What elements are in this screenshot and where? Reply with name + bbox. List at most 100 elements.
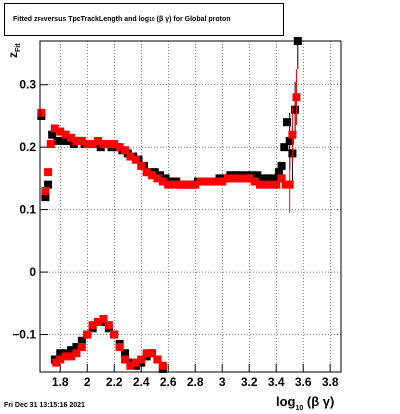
data-point-series-1 xyxy=(285,136,294,145)
data-point-series-2 xyxy=(121,355,130,364)
data-point-series-1 xyxy=(283,118,292,127)
x-axis-label: log10 (β γ) xyxy=(276,394,334,412)
data-point-series-2 xyxy=(250,177,259,186)
data-point-series-2 xyxy=(239,174,248,183)
data-point-series-2 xyxy=(115,143,124,152)
data-point-series-2 xyxy=(72,349,81,358)
data-point-series-2 xyxy=(77,136,86,145)
plot-frame xyxy=(39,40,342,373)
data-point-series-2 xyxy=(266,180,275,189)
y-tick-label: 0 xyxy=(29,265,36,279)
data-point-series-2 xyxy=(52,358,61,367)
data-point-series-2 xyxy=(285,180,294,189)
y-axis-label-sub: Fit xyxy=(15,43,22,52)
data-point-series-2 xyxy=(94,136,103,145)
data-point-series-1 xyxy=(41,193,50,202)
x-tick-label: 3.4 xyxy=(268,375,285,389)
title-z: z xyxy=(34,16,38,23)
data-point-series-2 xyxy=(196,177,205,186)
x-tick-label: 2 xyxy=(84,375,91,389)
tick-labels: 1.8 2 2.2 2.4 2.6 2.8 3 3.2 3.4 3.6 3.8 −0.1 0 0.1 0.2… xyxy=(12,78,339,389)
data-point-series-2 xyxy=(137,161,146,170)
x-tick-label: 2.4 xyxy=(133,375,150,389)
data-point-series-2 xyxy=(72,136,81,145)
data-point-series-1 xyxy=(121,349,130,358)
data-points xyxy=(37,37,302,373)
data-point-series-2 xyxy=(67,352,76,361)
data-point-series-1 xyxy=(280,143,289,152)
data-point-series-2 xyxy=(77,343,86,352)
x-tick-label: 1.8 xyxy=(52,375,69,389)
data-point-series-1 xyxy=(67,346,76,355)
y-tick-label: −0.1 xyxy=(12,328,36,342)
data-point-series-1 xyxy=(58,136,67,145)
data-point-series-1 xyxy=(48,130,57,139)
data-point-series-2 xyxy=(256,180,265,189)
data-point-series-2 xyxy=(169,180,178,189)
data-point-series-2 xyxy=(126,361,135,370)
data-point-series-1 xyxy=(56,349,65,358)
x-tick-label: 2.8 xyxy=(187,375,204,389)
data-point-series-2 xyxy=(191,180,200,189)
y-axis-label-main: z xyxy=(6,52,20,58)
title-part-3: (β γ) for Global proton xyxy=(156,16,231,23)
data-point-series-2 xyxy=(88,140,97,149)
data-point-series-2 xyxy=(218,177,227,186)
title-z-sub: Fit xyxy=(37,16,44,23)
x-tick-label: 3 xyxy=(219,375,226,389)
data-point-series-1 xyxy=(77,336,86,345)
data-point-series-2 xyxy=(99,140,108,149)
data-point-series-1 xyxy=(72,343,81,352)
data-point-series-2 xyxy=(104,140,113,149)
y-tick-label: 0.2 xyxy=(19,140,36,154)
data-point-series-2 xyxy=(272,180,281,189)
data-point-series-2 xyxy=(142,168,151,177)
data-point-series-1 xyxy=(274,168,283,177)
data-point-series-2 xyxy=(37,108,46,117)
data-point-series-2 xyxy=(44,168,53,177)
data-point-series-2 xyxy=(83,330,92,339)
data-point-series-1 xyxy=(269,174,278,183)
data-point-series-2 xyxy=(223,174,232,183)
x-tick-label: 2.2 xyxy=(106,375,123,389)
data-point-series-2 xyxy=(115,343,124,352)
data-point-series-2 xyxy=(131,155,140,164)
data-point-series-1 xyxy=(44,180,53,189)
data-point-series-2 xyxy=(126,152,135,161)
data-point-series-1 xyxy=(264,174,273,183)
data-point-series-1 xyxy=(53,136,62,145)
data-point-series-2 xyxy=(46,140,55,149)
data-point-series-2 xyxy=(110,140,119,149)
data-point-series-1 xyxy=(277,161,286,170)
y-axis-label: zFit xyxy=(6,43,22,58)
chart-title: Fitted z Fit versus TpcTrackLength and l… xyxy=(4,3,284,36)
data-point-series-2 xyxy=(56,127,65,136)
title-part-2: versus TpcTrackLength and log xyxy=(43,16,150,23)
data-point-series-2 xyxy=(229,174,238,183)
data-point-series-2 xyxy=(158,177,167,186)
data-point-series-1 xyxy=(258,174,267,183)
data-point-series-2 xyxy=(148,349,157,358)
data-point-series-2 xyxy=(175,180,184,189)
x-tick-label: 3.8 xyxy=(322,375,339,389)
data-point-series-2 xyxy=(61,352,70,361)
data-point-series-2 xyxy=(261,180,270,189)
y-tick-label: 0.1 xyxy=(19,203,36,217)
data-point-series-2 xyxy=(185,180,194,189)
data-point-series-1 xyxy=(253,171,262,180)
x-tick-label: 3.2 xyxy=(241,375,258,389)
data-point-series-1 xyxy=(291,105,300,114)
data-point-series-2 xyxy=(202,177,211,186)
data-point-series-2 xyxy=(137,355,146,364)
data-point-series-2 xyxy=(292,93,301,102)
data-point-series-2 xyxy=(50,124,59,133)
data-point-series-2 xyxy=(148,171,157,180)
data-point-series-2 xyxy=(212,177,221,186)
data-point-series-2 xyxy=(61,130,70,139)
data-point-series-2 xyxy=(288,130,297,139)
data-point-series-2 xyxy=(180,180,189,189)
data-point-series-2 xyxy=(110,330,119,339)
data-point-series-2 xyxy=(245,174,254,183)
data-point-series-2 xyxy=(88,321,97,330)
